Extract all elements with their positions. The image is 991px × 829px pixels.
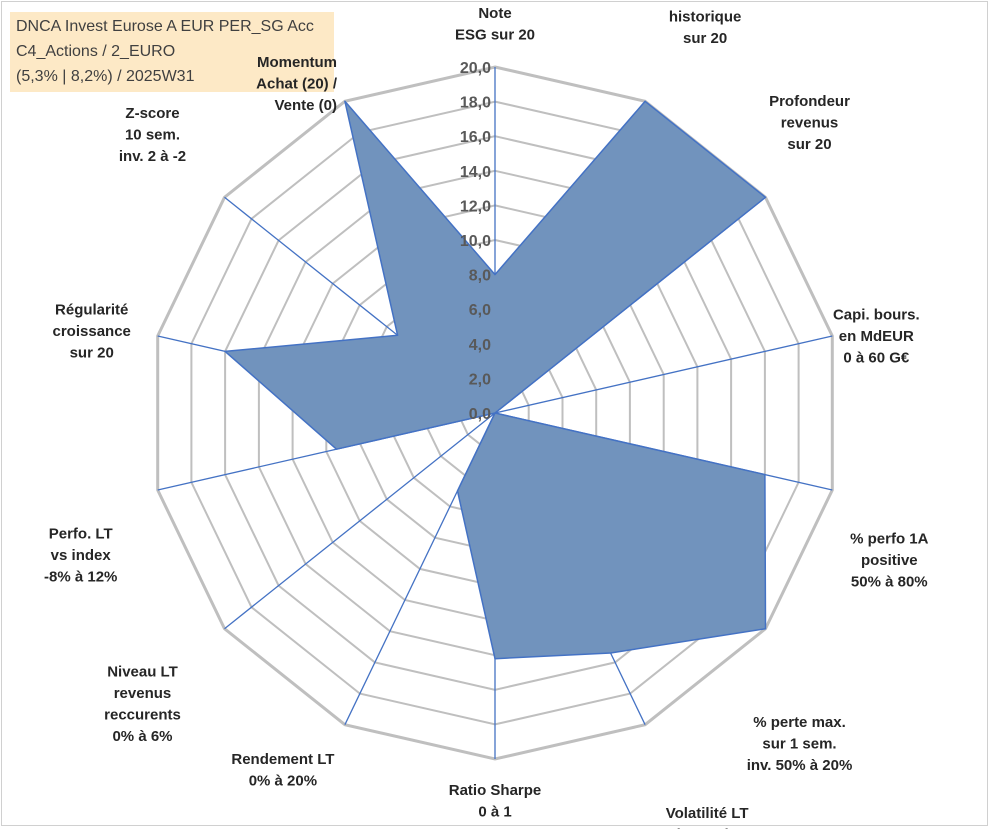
tick-label-2: 4,0 — [469, 337, 491, 354]
axis-label-1-line-0: Profondeur — [665, 0, 746, 4]
axis-label-12-line-1: 10 sem. — [125, 126, 180, 143]
axis-label-5-line-0: % perte max. — [753, 714, 846, 731]
axis-label-12-line-0: Z-score — [125, 105, 179, 122]
axis-label-7-line-1: 0 à 1 — [478, 804, 511, 821]
axis-label-6-line-0: Volatilité LT — [666, 805, 749, 822]
radar-series — [224, 100, 767, 660]
axis-label-10-line-2: -8% à 12% — [44, 569, 117, 586]
axis-label-2-line-2: sur 20 — [787, 136, 831, 153]
radar-tick-labels: 0,0 2,0 4,0 6,0 8,0 10,0 12,0 14,0 16,0 18,0 20,0 — [460, 60, 491, 423]
tick-label-6: 12,0 — [460, 198, 491, 215]
radar-axis-labels: Note ESG sur 20 Profondeur historique sur 20… — [44, 0, 929, 829]
axis-label-7-line-0: Ratio Sharpe — [449, 782, 542, 799]
tick-label-9: 18,0 — [460, 95, 491, 112]
axis-label-0-line-1: ESG sur 20 — [455, 27, 535, 44]
spoke-3 — [494, 335, 833, 414]
fund-info-box: DNCA Invest Eurose A EUR PER_SG Acc C4_A… — [10, 12, 334, 92]
axis-label-3-line-1: en MdEUR — [839, 328, 914, 345]
axis-label-8-line-1: 0% à 20% — [249, 773, 317, 790]
axis-label-1-line-2: sur 20 — [683, 30, 727, 47]
axis-label-12-line-2: inv. 2 à -2 — [119, 148, 186, 165]
axis-label-10-line-1: vs index — [51, 547, 112, 564]
axis-label-4-line-0: % perfo 1A — [850, 531, 929, 548]
tick-label-10: 20,0 — [460, 60, 491, 77]
axis-label-1-line-1: historique — [669, 8, 742, 25]
tick-label-0: 0,0 — [469, 406, 491, 423]
fund-category: C4_Actions / 2_EURO — [16, 43, 176, 60]
axis-label-9-line-0: Niveau LT — [107, 664, 178, 681]
axis-label-4-line-1: positive — [861, 552, 918, 569]
axis-label-8-line-0: Rendement LT — [231, 751, 334, 768]
axis-label-13-line-2: Vente (0) — [274, 97, 337, 114]
axis-label-13-line-0: Momentum — [257, 54, 337, 71]
tick-label-3: 6,0 — [469, 302, 491, 319]
fund-name: DNCA Invest Eurose A EUR PER_SG Acc — [16, 18, 314, 35]
axis-label-3-line-2: 0 à 60 G€ — [843, 350, 910, 367]
axis-label-11-line-0: Régularité — [55, 302, 128, 319]
axis-label-11-line-2: sur 20 — [70, 345, 114, 362]
tick-label-1: 2,0 — [469, 371, 491, 388]
axis-label-9-line-2: reccurents — [104, 707, 181, 724]
axis-label-5-line-2: inv. 50% à 20% — [747, 757, 853, 774]
axis-label-13-line-1: Achat (20) / — [256, 76, 338, 93]
axis-label-2-line-1: revenus — [781, 114, 839, 131]
axis-label-4-line-2: 50% à 80% — [851, 574, 928, 591]
axis-label-9-line-1: revenus — [114, 685, 172, 702]
tick-label-5: 10,0 — [460, 233, 491, 250]
axis-label-3-line-0: Capi. bours. — [833, 307, 920, 324]
spoke-9 — [224, 412, 496, 630]
axis-label-9-line-3: 0% à 6% — [112, 728, 172, 745]
tick-label-4: 8,0 — [469, 268, 491, 285]
tick-label-8: 16,0 — [460, 129, 491, 146]
axis-label-6-line-1: inversée — [677, 827, 738, 829]
axis-label-10-line-0: Perfo. LT — [49, 526, 113, 543]
axis-label-5-line-1: sur 1 sem. — [762, 736, 836, 753]
axis-label-11-line-1: croissance — [53, 323, 131, 340]
axis-label-0-line-0: Note — [478, 5, 511, 22]
fund-stats: (5,3% | 8,2%) / 2025W31 — [16, 68, 195, 85]
axis-label-2-line-0: Profondeur — [769, 93, 850, 110]
tick-label-7: 14,0 — [460, 164, 491, 181]
